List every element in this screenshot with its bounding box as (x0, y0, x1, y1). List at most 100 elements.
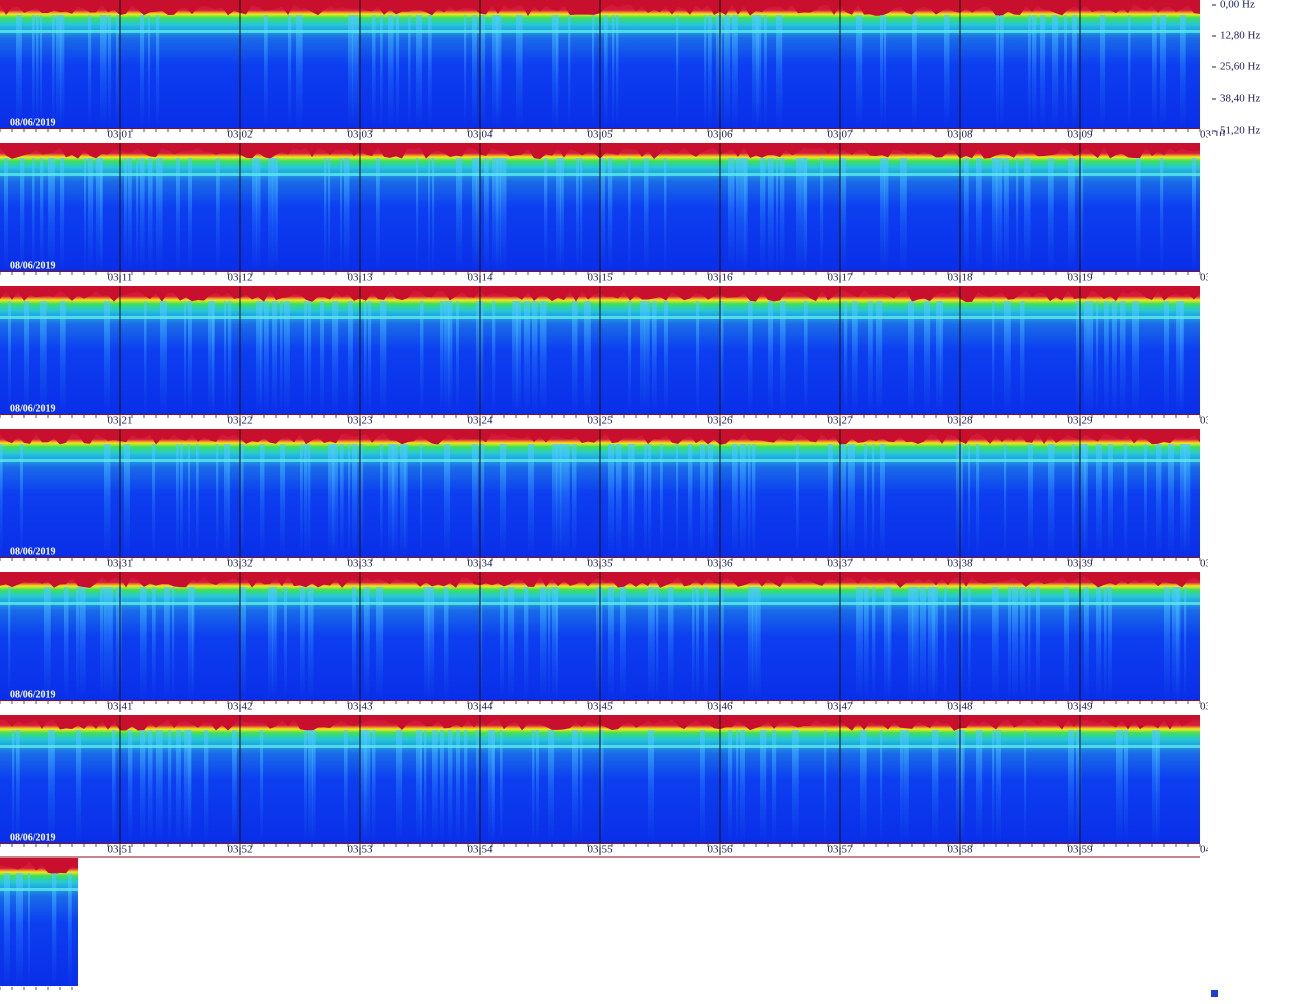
streak (736, 158, 740, 271)
time-label: 03:54 (467, 844, 493, 856)
streak (556, 587, 559, 700)
streak (208, 301, 214, 414)
streak (304, 301, 308, 414)
streak (428, 587, 435, 700)
streak (820, 158, 824, 271)
streak (1012, 587, 1018, 700)
streak (396, 730, 403, 843)
streak (360, 730, 367, 843)
streak (616, 15, 619, 128)
streak (796, 444, 799, 557)
time-label: 03:02 (227, 129, 252, 141)
streak (1084, 301, 1089, 414)
streak (1176, 301, 1183, 414)
time-label: 03:23 (347, 415, 373, 427)
streak (124, 158, 128, 271)
streak (992, 730, 995, 843)
streak (480, 587, 483, 700)
streak (492, 158, 499, 271)
streak (312, 730, 316, 843)
streak (56, 15, 62, 128)
streak (844, 301, 848, 414)
time-label: 03:36 (707, 558, 733, 570)
streak (104, 587, 108, 700)
streak (372, 15, 376, 128)
energy-band (0, 286, 1200, 302)
streak (40, 15, 43, 128)
streak (456, 730, 460, 843)
time-label: 03:12 (227, 272, 252, 284)
streak (872, 587, 876, 700)
streak (252, 158, 257, 271)
streak (8, 301, 11, 414)
streak (232, 730, 237, 843)
streak (48, 730, 55, 843)
streak (1064, 15, 1068, 128)
streak (744, 158, 748, 271)
streak (124, 444, 131, 557)
streak (440, 301, 444, 414)
streak (936, 301, 941, 414)
streak (928, 587, 935, 700)
row-partial (0, 856, 1200, 990)
streak (16, 873, 23, 986)
streak (1096, 587, 1102, 700)
row: 08/06/2019 03:21 03:22 03:23 03:24 03:25 03:26… (0, 286, 1226, 427)
streak (756, 15, 762, 128)
streak (448, 730, 453, 843)
streak (720, 587, 724, 700)
streak (380, 301, 387, 414)
streak (344, 730, 348, 843)
streak (140, 730, 146, 843)
streak (884, 587, 890, 700)
streak (184, 301, 187, 414)
streak (604, 15, 608, 128)
streak (548, 730, 555, 843)
streak (656, 587, 659, 700)
streak (420, 730, 423, 843)
time-label: 03:34 (467, 558, 493, 570)
time-label: 03:09 (1067, 129, 1093, 141)
streak (16, 15, 22, 128)
streak (100, 158, 103, 271)
streak (660, 444, 663, 557)
freq-label: 51,20 Hz (1220, 125, 1260, 137)
streak (1164, 587, 1170, 700)
streak (272, 301, 278, 414)
streak (524, 301, 531, 414)
time-label: 03:21 (107, 415, 132, 427)
streak (1016, 158, 1019, 271)
streak (872, 444, 875, 557)
streak (76, 587, 80, 700)
streak (860, 730, 867, 843)
time-label: 03:17 (827, 272, 853, 284)
streak (4, 873, 10, 986)
streak (280, 444, 286, 557)
row: 08/06/2019 03:41 03:42 03:43 03:44 03:45 03:46… (0, 572, 1226, 713)
streak (84, 158, 87, 271)
streak (376, 158, 380, 271)
time-label: 03:47 (827, 701, 853, 713)
streak (348, 444, 351, 557)
freq-label: 12,80 Hz (1220, 30, 1260, 42)
streak (184, 730, 191, 843)
streak (216, 444, 219, 557)
streak (1032, 15, 1037, 128)
streak (472, 15, 477, 128)
streak (148, 158, 153, 271)
streak (1184, 444, 1191, 557)
streak (68, 873, 72, 986)
streak (552, 15, 558, 128)
streak (140, 15, 145, 128)
streak (272, 158, 277, 271)
streak (188, 587, 194, 700)
streak (180, 444, 183, 557)
streak (992, 158, 998, 271)
streak (944, 15, 950, 128)
streak (420, 301, 424, 414)
streak (96, 158, 103, 271)
time-label: 03:28 (947, 415, 973, 427)
time-label: 03:37 (827, 558, 853, 570)
streak (992, 587, 999, 700)
streak (760, 730, 767, 843)
